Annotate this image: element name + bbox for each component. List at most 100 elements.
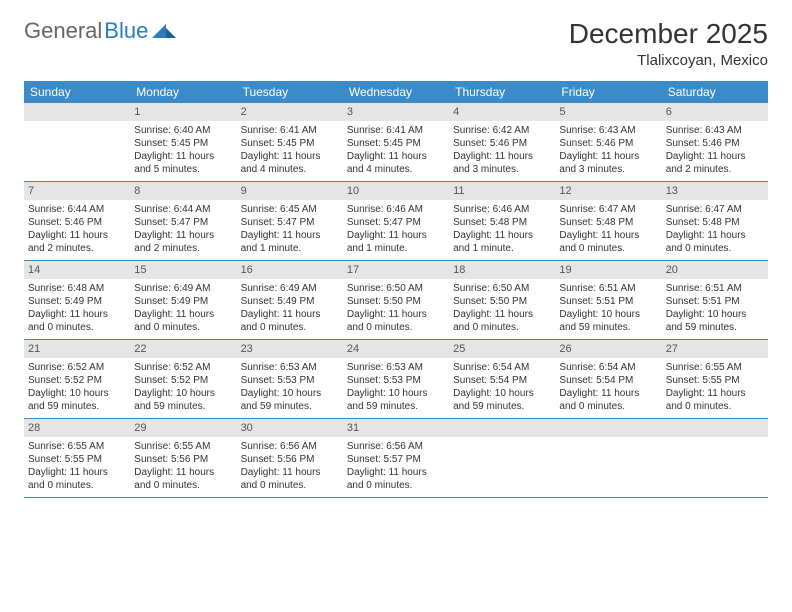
day-number: 20 [662, 261, 768, 279]
sunrise-text: Sunrise: 6:55 AM [134, 440, 232, 453]
daylight-text: Daylight: 11 hours and 1 minute. [453, 229, 551, 255]
sunrise-text: Sunrise: 6:56 AM [347, 440, 445, 453]
daylight-text: Daylight: 11 hours and 0 minutes. [559, 387, 657, 413]
daylight-text: Daylight: 11 hours and 1 minute. [241, 229, 339, 255]
day-number: 5 [555, 103, 661, 121]
day-cell: 14Sunrise: 6:48 AMSunset: 5:49 PMDayligh… [24, 261, 130, 339]
day-number: 8 [130, 182, 236, 200]
sunrise-text: Sunrise: 6:46 AM [453, 203, 551, 216]
day-cell: 9Sunrise: 6:45 AMSunset: 5:47 PMDaylight… [237, 182, 343, 260]
day-cell: 10Sunrise: 6:46 AMSunset: 5:47 PMDayligh… [343, 182, 449, 260]
dow-saturday: Saturday [662, 81, 768, 103]
daylight-text: Daylight: 11 hours and 3 minutes. [453, 150, 551, 176]
day-number: 31 [343, 419, 449, 437]
sunrise-text: Sunrise: 6:47 AM [666, 203, 764, 216]
day-cell: 26 Sunrise: 6:54 AMSunset: 5:54 PMDayligh… [555, 340, 661, 418]
sunrise-text: Sunrise: 6:53 AM [241, 361, 339, 374]
dow-tuesday: Tuesday [237, 81, 343, 103]
sunrise-text: Sunrise: 6:48 AM [28, 282, 126, 295]
daylight-text: Daylight: 11 hours and 0 minutes. [666, 387, 764, 413]
sunrise-text: Sunrise: 6:41 AM [347, 124, 445, 137]
sunrise-text: Sunrise: 6:46 AM [347, 203, 445, 216]
daylight-text: Daylight: 10 hours and 59 minutes. [559, 308, 657, 334]
daylight-text: Daylight: 10 hours and 59 minutes. [453, 387, 551, 413]
day-body: Sunrise: 6:44 AMSunset: 5:46 PMDaylight:… [24, 200, 130, 259]
sunset-text: Sunset: 5:47 PM [347, 216, 445, 229]
day-cell [24, 103, 130, 181]
week-row: 1Sunrise: 6:40 AMSunset: 5:45 PMDaylight… [24, 103, 768, 182]
sunrise-text: Sunrise: 6:44 AM [28, 203, 126, 216]
day-number: 10 [343, 182, 449, 200]
daylight-text: Daylight: 11 hours and 0 minutes. [559, 229, 657, 255]
daylight-text: Daylight: 11 hours and 5 minutes. [134, 150, 232, 176]
sunset-text: Sunset: 5:47 PM [241, 216, 339, 229]
day-body: Sunrise: 6:47 AMSunset: 5:48 PMDaylight:… [555, 200, 661, 259]
day-body: Sunrise: 6:50 AMSunset: 5:50 PMDaylight:… [449, 279, 555, 338]
day-number: 7 [24, 182, 130, 200]
day-body: Sunrise: 6:55 AMSunset: 5:56 PMDaylight:… [130, 437, 236, 496]
day-body: Sunrise: 6:50 AMSunset: 5:50 PMDaylight:… [343, 279, 449, 338]
day-cell: 11Sunrise: 6:46 AMSunset: 5:48 PMDayligh… [449, 182, 555, 260]
sunset-text: Sunset: 5:54 PM [559, 374, 657, 387]
day-number: 28 [24, 419, 130, 437]
day-body: Sunrise: 6:43 AMSunset: 5:46 PMDaylight:… [662, 121, 768, 180]
day-cell: 28Sunrise: 6:55 AMSunset: 5:55 PMDayligh… [24, 419, 130, 497]
day-cell: 18Sunrise: 6:50 AMSunset: 5:50 PMDayligh… [449, 261, 555, 339]
sunset-text: Sunset: 5:57 PM [347, 453, 445, 466]
day-body: Sunrise: 6:54 AMSunset: 5:54 PMDaylight:… [449, 358, 555, 417]
sunset-text: Sunset: 5:52 PM [134, 374, 232, 387]
day-body: Sunrise: 6:52 AMSunset: 5:52 PMDaylight:… [24, 358, 130, 417]
day-number: 21 [24, 340, 130, 358]
day-body: Sunrise: 6:52 AMSunset: 5:52 PMDaylight:… [130, 358, 236, 417]
day-body: Sunrise: 6:53 AMSunset: 5:53 PMDaylight:… [237, 358, 343, 417]
sunrise-text: Sunrise: 6:51 AM [559, 282, 657, 295]
daylight-text: Daylight: 11 hours and 1 minute. [347, 229, 445, 255]
day-cell: 23Sunrise: 6:53 AMSunset: 5:53 PMDayligh… [237, 340, 343, 418]
day-number: 29 [130, 419, 236, 437]
sunset-text: Sunset: 5:52 PM [28, 374, 126, 387]
logo: GeneralBlue [24, 18, 178, 44]
day-body: Sunrise: 6:43 AMSunset: 5:46 PMDaylight:… [555, 121, 661, 180]
day-number: 4 [449, 103, 555, 121]
day-cell: 22Sunrise: 6:52 AMSunset: 5:52 PMDayligh… [130, 340, 236, 418]
day-body: Sunrise: 6:55 AMSunset: 5:55 PMDaylight:… [24, 437, 130, 496]
day-number: 1 [130, 103, 236, 121]
day-cell: 19Sunrise: 6:51 AMSunset: 5:51 PMDayligh… [555, 261, 661, 339]
dow-wednesday: Wednesday [343, 81, 449, 103]
calendar-grid: Sunday Monday Tuesday Wednesday Thursday… [24, 81, 768, 498]
daylight-text: Daylight: 10 hours and 59 minutes. [28, 387, 126, 413]
day-number: 26 [555, 340, 661, 358]
day-number: 18 [449, 261, 555, 279]
day-cell: 3Sunrise: 6:41 AMSunset: 5:45 PMDaylight… [343, 103, 449, 181]
day-cell: 25Sunrise: 6:54 AMSunset: 5:54 PMDayligh… [449, 340, 555, 418]
sunset-text: Sunset: 5:46 PM [453, 137, 551, 150]
day-number: 27 [662, 340, 768, 358]
day-cell: 20Sunrise: 6:51 AMSunset: 5:51 PMDayligh… [662, 261, 768, 339]
sunrise-text: Sunrise: 6:54 AM [559, 361, 657, 374]
day-body: Sunrise: 6:45 AMSunset: 5:47 PMDaylight:… [237, 200, 343, 259]
day-body: Sunrise: 6:46 AMSunset: 5:47 PMDaylight:… [343, 200, 449, 259]
daylight-text: Daylight: 11 hours and 0 minutes. [666, 229, 764, 255]
daylight-text: Daylight: 11 hours and 4 minutes. [347, 150, 445, 176]
sunrise-text: Sunrise: 6:49 AM [241, 282, 339, 295]
sunset-text: Sunset: 5:49 PM [241, 295, 339, 308]
day-number: 6 [662, 103, 768, 121]
day-cell: 16Sunrise: 6:49 AMSunset: 5:49 PMDayligh… [237, 261, 343, 339]
day-cell: 2Sunrise: 6:41 AMSunset: 5:45 PMDaylight… [237, 103, 343, 181]
day-cell: 21Sunrise: 6:52 AMSunset: 5:52 PMDayligh… [24, 340, 130, 418]
sunrise-text: Sunrise: 6:41 AM [241, 124, 339, 137]
sunset-text: Sunset: 5:51 PM [666, 295, 764, 308]
logo-triangle-icon [152, 22, 178, 40]
daylight-text: Daylight: 11 hours and 0 minutes. [134, 308, 232, 334]
title-block: December 2025 Tlalixcoyan, Mexico [569, 18, 768, 69]
sunset-text: Sunset: 5:49 PM [28, 295, 126, 308]
daylight-text: Daylight: 11 hours and 0 minutes. [28, 466, 126, 492]
day-body: Sunrise: 6:49 AMSunset: 5:49 PMDaylight:… [130, 279, 236, 338]
weeks-container: 1Sunrise: 6:40 AMSunset: 5:45 PMDaylight… [24, 103, 768, 498]
day-body: Sunrise: 6:44 AMSunset: 5:47 PMDaylight:… [130, 200, 236, 259]
sunrise-text: Sunrise: 6:53 AM [347, 361, 445, 374]
day-cell: 1Sunrise: 6:40 AMSunset: 5:45 PMDaylight… [130, 103, 236, 181]
day-body: Sunrise: 6:41 AMSunset: 5:45 PMDaylight:… [237, 121, 343, 180]
day-cell: 4Sunrise: 6:42 AMSunset: 5:46 PMDaylight… [449, 103, 555, 181]
day-body: Sunrise: 6:55 AMSunset: 5:55 PMDaylight:… [662, 358, 768, 417]
